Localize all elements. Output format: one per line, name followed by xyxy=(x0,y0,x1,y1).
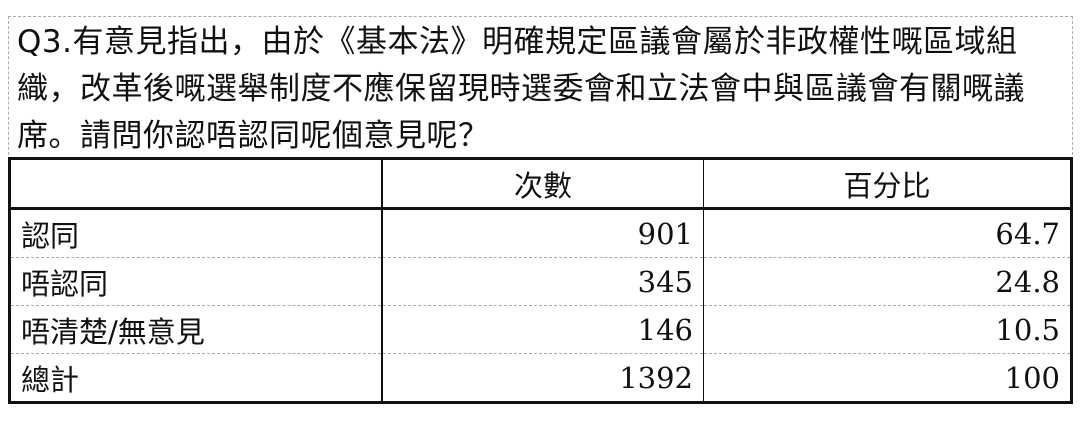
header-count: 次數 xyxy=(381,157,704,210)
row-count: 1392 xyxy=(381,353,704,404)
row-label: 總計 xyxy=(8,353,383,404)
table-row: 唔清楚/無意見 146 10.5 xyxy=(8,305,1073,354)
table-row: 認同 901 64.7 xyxy=(8,208,1073,258)
row-percent: 10.5 xyxy=(703,305,1073,354)
row-count: 901 xyxy=(381,208,704,258)
table-row-total: 總計 1392 100 xyxy=(8,353,1073,404)
row-label: 認同 xyxy=(8,208,383,258)
row-percent: 24.8 xyxy=(703,257,1073,306)
table-header-row: 次數 百分比 xyxy=(8,157,1073,210)
row-percent: 64.7 xyxy=(703,208,1073,258)
header-percent: 百分比 xyxy=(703,157,1073,210)
question-box: Q3.有意見指出，由於《基本法》明確規定區議會屬於非政權性嘅區域組織，改革後嘅選… xyxy=(8,16,1073,160)
results-table: 次數 百分比 認同 901 64.7 唔認同 345 24.8 唔清楚/無意見 … xyxy=(8,157,1073,404)
header-blank xyxy=(8,157,383,210)
row-count: 345 xyxy=(381,257,704,306)
table-row: 唔認同 345 24.8 xyxy=(8,257,1073,306)
row-label: 唔認同 xyxy=(8,257,383,306)
row-count: 146 xyxy=(381,305,704,354)
row-label: 唔清楚/無意見 xyxy=(8,305,383,354)
row-percent: 100 xyxy=(703,353,1073,404)
question-text: Q3.有意見指出，由於《基本法》明確規定區議會屬於非政權性嘅區域組織，改革後嘅選… xyxy=(17,24,1025,154)
